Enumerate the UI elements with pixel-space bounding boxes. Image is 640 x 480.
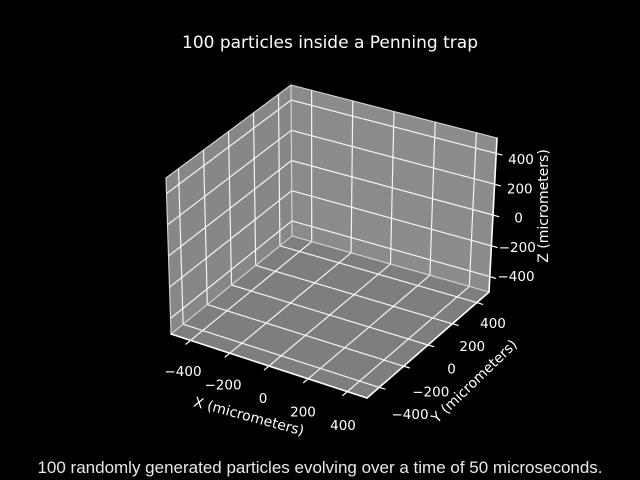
x-axis-label: X (micrometers) bbox=[192, 395, 306, 440]
y-axis-tick-label: −200 bbox=[412, 384, 449, 400]
x-axis-tick-mark bbox=[224, 352, 231, 358]
grid-line-z-left bbox=[168, 190, 293, 288]
grid-line-z-left bbox=[166, 129, 292, 226]
x-axis-tick-label: 0 bbox=[259, 391, 268, 407]
y-axis-tick-mark bbox=[427, 344, 435, 348]
edge-top-left bbox=[165, 84, 292, 179]
grid-line-z-right bbox=[291, 220, 491, 278]
z-axis-tick-mark bbox=[489, 276, 497, 279]
x-axis-tick-label: 400 bbox=[330, 418, 356, 434]
x-axis-tick-label: 200 bbox=[290, 405, 316, 421]
x-axis-tick-label: −400 bbox=[164, 364, 201, 380]
z-axis-label: Z (micrometers) bbox=[536, 149, 552, 263]
z-axis-tick-mark bbox=[490, 245, 498, 249]
grid-line-y-floor bbox=[206, 304, 405, 367]
edge-floor-left-wall bbox=[170, 235, 293, 335]
y-axis-tick-label: 0 bbox=[447, 362, 456, 378]
z-axis-tick-label: 0 bbox=[514, 211, 523, 227]
z-axis-tick-mark bbox=[495, 152, 503, 156]
grid-line-z-left bbox=[165, 99, 292, 195]
z-axis-tick-label: 200 bbox=[507, 181, 533, 197]
grid-line-y-floor bbox=[279, 245, 478, 304]
plot-title: 100 particles inside a Penning trap bbox=[182, 33, 478, 53]
y-axis-tick-label: 200 bbox=[459, 339, 485, 355]
z-axis-tick-mark bbox=[494, 183, 501, 187]
x-axis-tick-mark bbox=[263, 365, 270, 371]
figure-caption: 100 randomly generated particles evolvin… bbox=[37, 458, 603, 477]
edge-floor-right-wall bbox=[291, 235, 490, 293]
edge-left bbox=[165, 177, 172, 335]
y-axis-tick-label: 400 bbox=[480, 316, 506, 332]
grid-line-y-floor bbox=[230, 284, 429, 346]
pane-floor bbox=[171, 236, 489, 398]
grid-line-z-left bbox=[167, 159, 293, 257]
z-axis-tick-mark bbox=[492, 214, 500, 218]
x-axis-tick-mark bbox=[302, 378, 309, 384]
grid-line-y-floor bbox=[255, 264, 453, 325]
y-axis-tick-mark bbox=[403, 365, 410, 369]
edge-top-right bbox=[290, 84, 498, 139]
grid-line-z-left bbox=[169, 220, 293, 319]
grid-line-z-right bbox=[291, 190, 492, 247]
grid-line-y-floor bbox=[182, 323, 380, 388]
x-axis-tick-mark bbox=[185, 339, 192, 345]
edge-seam bbox=[290, 84, 293, 237]
grid-line-z-right bbox=[290, 99, 497, 154]
z-axis-tick-label: −400 bbox=[497, 269, 534, 285]
y-axis-tick-label: −400 bbox=[391, 407, 428, 423]
y-axis-tick-mark bbox=[451, 323, 459, 327]
y-axis-tick-mark bbox=[476, 302, 484, 305]
x-axis-tick-label: −200 bbox=[204, 378, 241, 394]
x-axis-tick-mark bbox=[342, 391, 348, 397]
z-axis-tick-label: 400 bbox=[508, 152, 534, 168]
z-axis-tick-label: −200 bbox=[499, 240, 536, 256]
grid-line-z-right bbox=[290, 129, 496, 185]
grid-line-z-right bbox=[290, 159, 494, 216]
y-axis-tick-mark bbox=[378, 386, 386, 390]
